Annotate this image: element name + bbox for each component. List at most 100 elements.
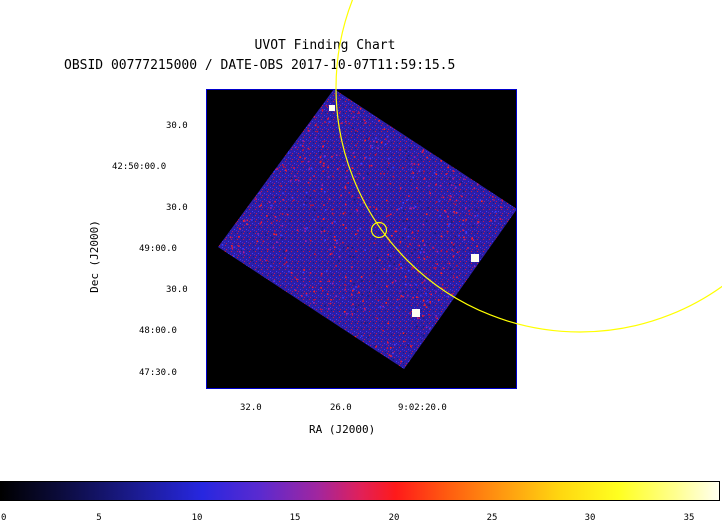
noise-pixel bbox=[308, 130, 310, 132]
noise-pixel bbox=[273, 234, 275, 236]
noise-pixel bbox=[320, 281, 322, 283]
noise-pixel bbox=[320, 156, 322, 158]
noise-pixel bbox=[416, 296, 418, 298]
noise-pixel bbox=[422, 151, 424, 153]
noise-pixel bbox=[234, 247, 236, 249]
noise-pixel bbox=[345, 140, 347, 142]
noise-pixel bbox=[324, 121, 326, 123]
noise-pixel bbox=[378, 300, 380, 302]
noise-pixel bbox=[342, 297, 344, 299]
noise-pixel bbox=[370, 291, 372, 293]
noise-pixel bbox=[358, 197, 360, 199]
noise-pixel bbox=[382, 330, 384, 332]
noise-pixel bbox=[270, 207, 272, 209]
noise-pixel bbox=[344, 212, 346, 214]
noise-pixel bbox=[452, 249, 454, 251]
noise-pixel bbox=[393, 167, 395, 169]
noise-pixel bbox=[275, 169, 277, 171]
noise-pixel bbox=[435, 184, 437, 186]
noise-pixel bbox=[352, 304, 354, 306]
noise-pixel bbox=[339, 249, 341, 251]
noise-pixel bbox=[363, 239, 365, 241]
noise-pixel bbox=[308, 161, 310, 163]
noise-pixel bbox=[406, 199, 408, 201]
noise-pixel bbox=[388, 163, 390, 165]
y-axis-label: Dec (J2000) bbox=[88, 220, 101, 293]
noise-pixel bbox=[311, 168, 313, 170]
noise-pixel bbox=[275, 216, 277, 218]
noise-pixel bbox=[361, 276, 363, 278]
noise-pixel bbox=[345, 186, 347, 188]
noise-pixel bbox=[330, 254, 332, 256]
noise-pixel bbox=[313, 176, 315, 178]
noise-pixel bbox=[367, 337, 369, 339]
noise-pixel bbox=[495, 211, 497, 213]
noise-pixel bbox=[409, 208, 411, 210]
noise-pixel bbox=[391, 235, 393, 237]
noise-pixel bbox=[324, 230, 326, 232]
noise-pixel bbox=[345, 121, 347, 123]
noise-pixel bbox=[288, 152, 290, 154]
noise-pixel bbox=[418, 257, 420, 259]
noise-pixel bbox=[427, 300, 429, 302]
noise-pixel bbox=[414, 249, 416, 251]
noise-pixel bbox=[456, 265, 458, 267]
colorbar-tick: 0 bbox=[1, 513, 6, 523]
noise-pixel bbox=[390, 347, 392, 349]
noise-pixel bbox=[269, 201, 271, 203]
noise-pixel bbox=[305, 202, 307, 204]
noise-pixel bbox=[356, 209, 358, 211]
noise-pixel bbox=[317, 131, 319, 133]
noise-pixel bbox=[293, 200, 295, 202]
noise-pixel bbox=[295, 290, 297, 292]
noise-pixel bbox=[451, 294, 453, 296]
noise-pixel bbox=[327, 118, 329, 120]
noise-pixel bbox=[424, 258, 426, 260]
noise-pixel bbox=[453, 211, 455, 213]
noise-pixel bbox=[423, 277, 425, 279]
noise-pixel bbox=[343, 165, 345, 167]
noise-pixel bbox=[334, 240, 336, 242]
dec-tick-label: 49:00.0 bbox=[139, 244, 177, 254]
noise-pixel bbox=[353, 178, 355, 180]
noise-pixel bbox=[308, 125, 310, 127]
noise-pixel bbox=[419, 248, 421, 250]
noise-pixel bbox=[451, 184, 453, 186]
noise-pixel bbox=[369, 165, 371, 167]
noise-pixel bbox=[457, 252, 459, 254]
noise-pixel bbox=[281, 185, 283, 187]
noise-pixel bbox=[251, 219, 253, 221]
noise-pixel bbox=[426, 306, 428, 308]
noise-pixel bbox=[383, 173, 385, 175]
noise-pixel bbox=[411, 169, 413, 171]
dec-tick-label: 48:00.0 bbox=[139, 326, 177, 336]
noise-pixel bbox=[271, 205, 273, 207]
noise-pixel bbox=[277, 168, 279, 170]
noise-pixel bbox=[303, 272, 305, 274]
noise-pixel bbox=[348, 99, 350, 101]
noise-pixel bbox=[336, 243, 338, 245]
dec-tick-label: 30.0 bbox=[166, 285, 188, 295]
noise-pixel bbox=[377, 257, 379, 259]
noise-pixel bbox=[330, 299, 332, 301]
noise-pixel bbox=[306, 293, 308, 295]
noise-pixel bbox=[365, 122, 367, 124]
noise-pixel bbox=[455, 187, 457, 189]
noise-pixel bbox=[447, 223, 449, 225]
noise-pixel bbox=[463, 191, 465, 193]
noise-pixel bbox=[371, 165, 373, 167]
noise-pixel bbox=[388, 323, 390, 325]
noise-pixel bbox=[396, 307, 398, 309]
noise-pixel bbox=[349, 123, 351, 125]
noise-pixel bbox=[417, 271, 419, 273]
dec-tick-label: 42:50:00.0 bbox=[112, 162, 166, 172]
noise-pixel bbox=[303, 204, 305, 206]
noise-pixel bbox=[401, 295, 403, 297]
noise-pixel bbox=[222, 244, 224, 246]
noise-pixel bbox=[335, 265, 337, 267]
noise-pixel bbox=[300, 144, 302, 146]
noise-pixel bbox=[360, 204, 362, 206]
noise-pixel bbox=[476, 246, 478, 248]
noise-pixel bbox=[314, 253, 316, 255]
noise-pixel bbox=[355, 176, 357, 178]
